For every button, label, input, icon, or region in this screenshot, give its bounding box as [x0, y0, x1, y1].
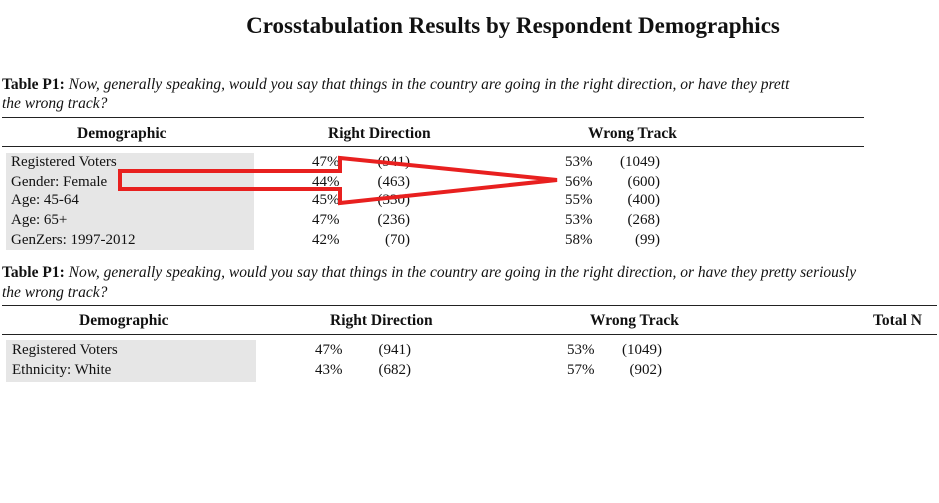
wrong-pct: 53% — [565, 154, 593, 170]
right-n: (941) — [378, 342, 412, 358]
table2-caption: Table P1: Now, generally speaking, would… — [2, 264, 856, 282]
table-row-label: Age: 45-64 — [11, 192, 79, 208]
page-title: Crosstabulation Results by Respondent De… — [246, 13, 780, 38]
table2-label-shade — [6, 340, 256, 382]
table2-header-rule — [2, 334, 937, 335]
table1-header-rule — [2, 146, 864, 147]
right-pct: 47% — [312, 212, 340, 228]
right-n: (682) — [378, 362, 412, 378]
right-pct: 43% — [315, 362, 343, 378]
table1-header-demographic: Demographic — [77, 125, 167, 142]
table2-header-total: Total N — [873, 312, 922, 329]
table2-header-right: Right Direction — [330, 312, 433, 329]
table2-question-line2: the wrong track? — [2, 284, 108, 301]
table1-header-wrong: Wrong Track — [588, 125, 677, 142]
right-pct: 47% — [312, 154, 340, 170]
wrong-n: (99) — [635, 232, 660, 248]
right-n: (463) — [377, 174, 411, 190]
right-pct: 42% — [312, 232, 340, 248]
wrong-pct: 53% — [567, 342, 595, 358]
table-row-label: Registered Voters — [11, 154, 117, 170]
table1-caption: Table P1: Now, generally speaking, would… — [2, 76, 789, 94]
right-n: (330) — [377, 192, 411, 208]
wrong-pct: 56% — [565, 174, 593, 190]
wrong-pct: 53% — [565, 212, 593, 228]
table-row-label: Gender: Female — [11, 174, 108, 190]
table2-label: Table P1: — [2, 264, 65, 281]
right-n: (941) — [377, 154, 411, 170]
table-row-label: Age: 65+ — [11, 212, 68, 228]
table-row-label: Ethnicity: White — [12, 362, 112, 378]
wrong-pct: 57% — [567, 362, 595, 378]
table2-header-wrong: Wrong Track — [590, 312, 679, 329]
wrong-pct: 58% — [565, 232, 593, 248]
table2-caption-line2: the wrong track? — [2, 284, 107, 302]
wrong-n: (1049) — [622, 342, 662, 358]
table2-top-rule — [2, 305, 937, 306]
wrong-n: (400) — [627, 192, 661, 208]
right-n: (236) — [377, 212, 411, 228]
wrong-n: (1049) — [620, 154, 660, 170]
table1-question-line1: Now, generally speaking, would you say t… — [68, 76, 790, 93]
wrong-n: (268) — [627, 212, 661, 228]
table1-top-rule — [2, 117, 864, 118]
table2-question-line1: Now, generally speaking, would you say t… — [68, 264, 857, 281]
table2-header-demographic: Demographic — [79, 312, 169, 329]
right-n: (70) — [385, 232, 410, 248]
table1-header-right: Right Direction — [328, 125, 431, 142]
table1-question-line2: the wrong track? — [2, 95, 108, 112]
table1-label: Table P1: — [2, 76, 65, 93]
wrong-n: (902) — [629, 362, 663, 378]
right-pct: 47% — [315, 342, 343, 358]
right-pct: 45% — [312, 192, 340, 208]
wrong-pct: 55% — [565, 192, 593, 208]
table-row-label: GenZers: 1997-2012 — [11, 232, 136, 248]
table-row-label: Registered Voters — [12, 342, 118, 358]
wrong-n: (600) — [627, 174, 661, 190]
right-pct: 44% — [312, 174, 340, 190]
table1-caption-line2: the wrong track? — [2, 95, 107, 113]
